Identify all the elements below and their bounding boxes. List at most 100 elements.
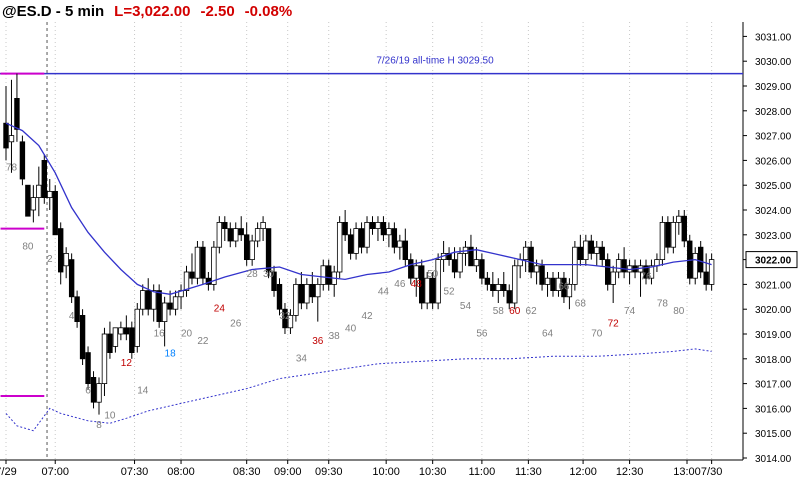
bar-count-label: 46	[394, 279, 406, 290]
candle-down	[599, 246, 605, 260]
candle-up	[249, 240, 255, 261]
candle-down	[605, 259, 611, 285]
candle-down	[402, 240, 409, 261]
candle-up	[473, 259, 480, 267]
candle-up	[118, 327, 124, 335]
bar-count-label: 22	[197, 336, 209, 347]
bar-count-label: 80	[22, 242, 34, 253]
candle-up	[140, 290, 146, 310]
y-tick-label: 3017.00	[755, 380, 792, 391]
candle-up	[522, 246, 529, 260]
candle-down	[74, 296, 80, 322]
candle-down	[276, 283, 283, 310]
bar-count-label: 52	[444, 286, 456, 297]
candle-up	[659, 221, 666, 260]
bar-count-label: 24	[214, 304, 226, 315]
bar-count-label: 36	[312, 336, 324, 347]
bar-count-label: 50	[427, 269, 439, 280]
bar-count-label: 60	[509, 306, 521, 317]
candle-up	[150, 290, 157, 310]
candle-up	[708, 259, 715, 285]
candle-down	[79, 314, 86, 360]
bar-count-label: 32	[279, 311, 291, 322]
candle-up	[287, 314, 294, 329]
candle-up	[161, 302, 168, 323]
bar-count-label: 42	[361, 311, 373, 322]
candle-down	[703, 271, 709, 285]
y-tick-label: 3021.00	[755, 280, 792, 291]
candle-down	[271, 271, 277, 292]
candle-down	[681, 215, 687, 242]
last-price-badge-label: 3022.00	[755, 256, 792, 267]
candle-down	[227, 228, 233, 242]
bar-count-label: 30	[263, 269, 275, 280]
candle-down	[643, 265, 649, 279]
candle-up	[134, 308, 140, 347]
candle-up	[386, 228, 392, 236]
candle-up	[676, 215, 682, 223]
candle-up	[375, 221, 381, 229]
candle-down	[697, 246, 704, 273]
bar-count-label: 38	[329, 331, 341, 342]
bar-count-label: 28	[247, 269, 259, 280]
y-tick-label: 3027.00	[755, 132, 792, 143]
candle-up	[670, 221, 677, 248]
candle-up	[512, 265, 518, 304]
candle-up	[424, 277, 430, 304]
candle-down	[85, 352, 91, 385]
y-tick-label: 3016.00	[755, 404, 792, 415]
candle-down	[429, 277, 436, 304]
x-tick-label: 08:30	[233, 466, 261, 478]
candle-up	[413, 265, 419, 279]
y-tick-label: 3030.00	[755, 57, 792, 68]
y-tick-label: 3023.00	[755, 231, 792, 242]
candle-up	[194, 246, 201, 279]
candle-down	[238, 228, 244, 236]
candle-up	[101, 333, 108, 384]
x-tick-label: 7/30	[701, 466, 722, 478]
candle-down	[189, 271, 195, 279]
candles-group	[3, 73, 715, 415]
candle-up	[566, 283, 573, 298]
candle-up	[648, 265, 655, 279]
candle-down	[468, 246, 474, 267]
bar-count-label: 20	[181, 328, 193, 339]
candle-down	[309, 283, 316, 298]
x-tick-label: 07:30	[121, 466, 149, 478]
candle-up	[315, 283, 321, 298]
candle-down	[90, 376, 97, 403]
candle-down	[243, 234, 250, 261]
bar-count-label: 74	[624, 306, 636, 317]
candle-down	[156, 290, 162, 323]
bar-count-label: 14	[137, 386, 149, 397]
bar-count-label: 76	[640, 271, 652, 282]
candle-down	[665, 221, 671, 248]
bar-count-label: 78	[6, 162, 18, 173]
bar-count-label: 4	[69, 311, 75, 322]
price-change: -2.50	[200, 2, 235, 20]
candle-down	[621, 259, 627, 273]
candle-down	[528, 246, 534, 273]
candle-up	[336, 221, 343, 273]
candle-down	[358, 228, 365, 248]
candle-up	[692, 252, 698, 279]
candle-up	[610, 271, 616, 285]
candle-up	[594, 246, 600, 254]
candle-up	[353, 228, 359, 254]
bar-count-label: 18	[165, 348, 177, 359]
bar-count-label: 44	[378, 286, 390, 297]
bar-count-label: 70	[591, 328, 603, 339]
candle-down	[342, 221, 348, 236]
candle-up	[533, 265, 540, 273]
candle-up	[96, 383, 102, 403]
bar-count-label: 40	[345, 324, 357, 335]
chart-header: @ES.D - 5 min L=3,022.00 -2.50 -0.08%	[0, 0, 292, 22]
candle-up	[583, 240, 589, 261]
candle-up	[63, 252, 69, 267]
x-tick-label: 12:00	[569, 466, 597, 478]
last-price: L=3,022.00	[114, 2, 191, 20]
candle-down	[550, 277, 556, 292]
y-tick-label: 3018.00	[755, 355, 792, 366]
